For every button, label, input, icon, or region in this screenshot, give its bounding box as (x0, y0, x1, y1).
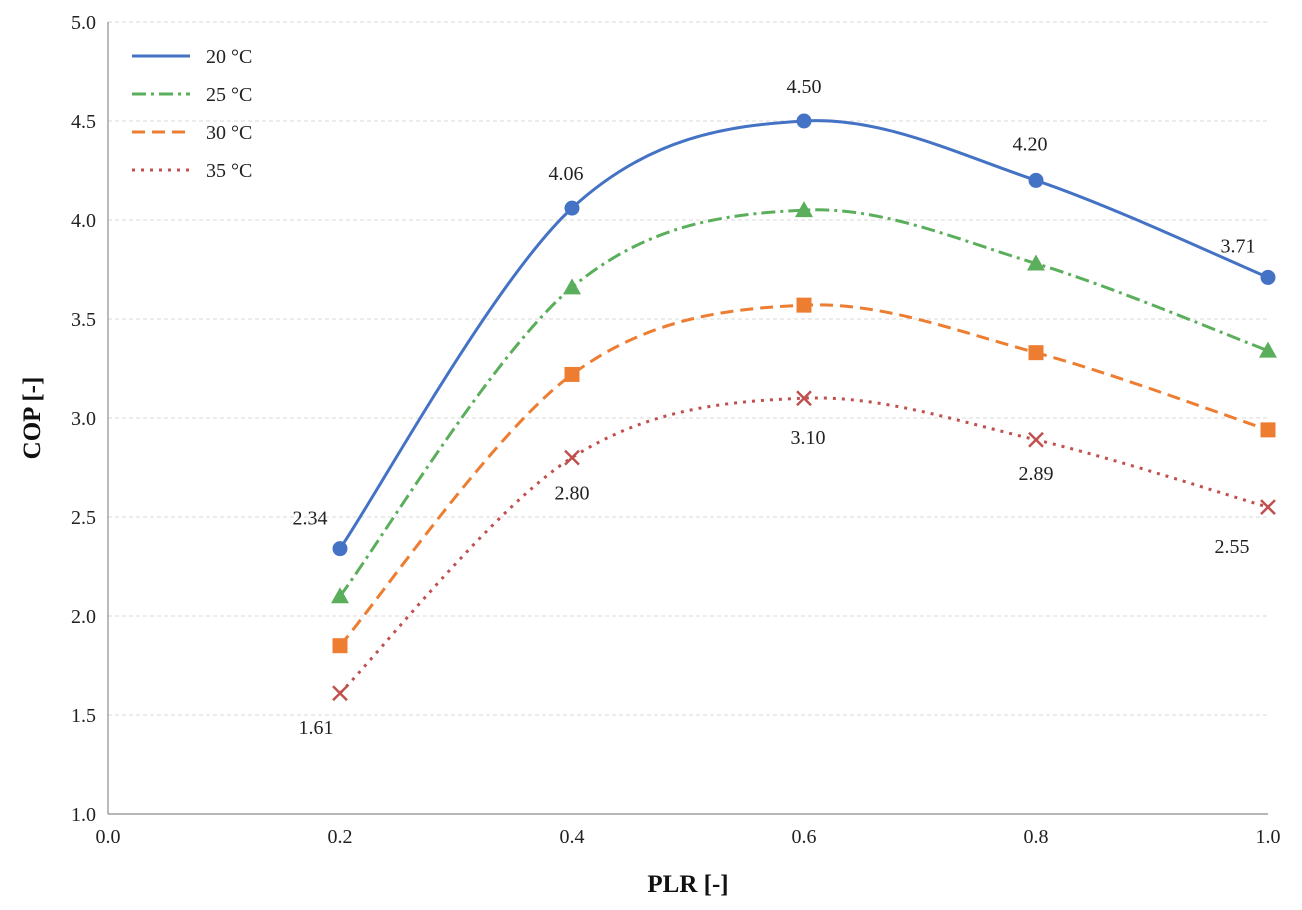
y-tick-label: 2.0 (71, 606, 96, 628)
data-point-marker (1260, 269, 1276, 285)
data-label: 2.89 (1019, 463, 1054, 485)
data-label: 2.80 (555, 483, 590, 505)
data-point-marker (1260, 499, 1276, 515)
data-point-marker (1028, 172, 1044, 188)
y-tick-label: 1.5 (71, 705, 96, 727)
data-point-marker (564, 200, 580, 216)
data-point-marker (332, 685, 348, 702)
data-label: 3.10 (791, 427, 826, 449)
data-label: 4.50 (787, 76, 822, 98)
data-point-marker-stroke (332, 685, 348, 702)
legend-label: 25 °C (206, 84, 252, 106)
data-point-marker (564, 366, 580, 382)
series-lines (338, 119, 1269, 695)
series-line-2 (338, 208, 1269, 598)
gridlines (108, 21, 1268, 716)
x-tick-label: 1.0 (1256, 826, 1281, 848)
data-point-marker-stroke (796, 390, 812, 407)
x-tick-label: 0.6 (792, 826, 817, 848)
data-point-marker (1028, 431, 1044, 448)
data-point-marker (796, 390, 812, 407)
data-point-marker (332, 638, 348, 654)
data-label: 4.20 (1013, 133, 1048, 155)
data-label: 4.06 (549, 163, 584, 185)
legend-label: 20 °C (206, 46, 252, 68)
series-markers (331, 113, 1277, 702)
x-tick-label: 0.8 (1024, 826, 1049, 848)
data-label: 2.34 (293, 508, 328, 530)
series-line-1 (338, 119, 1269, 550)
data-point-marker-stroke (1028, 431, 1044, 448)
y-axis-title: COP [-] (19, 377, 46, 460)
data-point-marker (332, 541, 348, 557)
y-tick-label: 2.5 (71, 507, 96, 529)
data-label: 1.61 (299, 717, 334, 739)
y-tick-label: 3.0 (71, 408, 96, 430)
data-point-marker (563, 278, 581, 295)
series-line-4 (338, 396, 1269, 695)
x-axis-title: PLR [-] (647, 871, 728, 898)
data-label: 3.71 (1221, 235, 1256, 257)
y-tick-label: 1.0 (71, 804, 96, 826)
data-point-marker (1028, 345, 1044, 361)
y-tick-label: 4.5 (71, 111, 96, 133)
x-tick-label: 0.2 (328, 826, 353, 848)
data-point-marker (796, 297, 812, 313)
axes (107, 22, 1268, 815)
data-point-marker-stroke (1260, 499, 1276, 515)
tick-labels: 1.0 1.5 2.0 2.5 3.0 3.5 4.0 4.5 5.0 0.0 0.2 0.4 0.6 0… (71, 12, 1281, 848)
y-tick-label: 3.5 (71, 309, 96, 331)
data-label: 2.55 (1215, 536, 1250, 558)
legend: 20 °C 25 °C 30 °C 35 °C (132, 46, 252, 182)
legend-label: 30 °C (206, 122, 252, 144)
data-point-marker (1259, 341, 1277, 358)
x-tick-label: 0.4 (560, 826, 585, 848)
x-tick-label: 0.0 (96, 826, 121, 848)
y-tick-label: 5.0 (71, 12, 96, 34)
data-point-marker (331, 587, 349, 604)
data-point-marker (1260, 422, 1276, 438)
legend-label: 35 °C (206, 160, 252, 182)
data-point-marker (796, 113, 812, 129)
data-point-marker (1027, 254, 1045, 271)
y-tick-label: 4.0 (71, 210, 96, 232)
data-labels: 2.34 4.06 4.50 4.20 3.71 1.61 2.80 3.10 2.89 2.55 (293, 76, 1256, 739)
data-point-marker (564, 449, 580, 466)
data-point-marker-stroke (564, 449, 580, 466)
data-point-marker (795, 201, 813, 218)
series-line-3 (338, 303, 1269, 647)
